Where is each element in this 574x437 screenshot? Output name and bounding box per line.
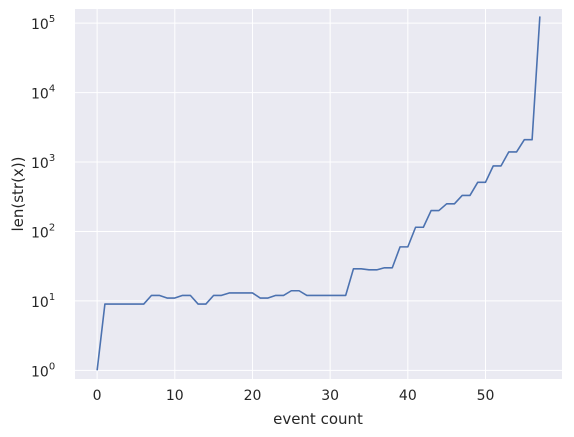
- x-tick-label: 50: [477, 388, 495, 404]
- x-tick-labels: 0 10 20 30 40 50: [93, 388, 495, 404]
- series-line-layer: [96, 16, 541, 371]
- y-tick-label: 100: [31, 361, 55, 380]
- y-tick-label: 101: [31, 292, 55, 311]
- y-tick-label: 103: [31, 153, 55, 172]
- y-tick-label: 104: [31, 84, 55, 103]
- y-tick-label: 102: [31, 222, 55, 241]
- x-tick-label: 40: [399, 388, 417, 404]
- series-line: [96, 16, 541, 371]
- y-axis-label: len(str(x)): [9, 156, 27, 231]
- y-tick-label: 105: [31, 14, 55, 33]
- x-tick-label: 0: [93, 388, 102, 404]
- x-tick-label: 10: [166, 388, 184, 404]
- x-tick-label: 20: [244, 388, 262, 404]
- plot-background: [75, 9, 562, 379]
- x-tick-label: 30: [321, 388, 339, 404]
- y-tick-labels: 100 101 102 103 104 105: [31, 14, 55, 380]
- x-axis-label: event count: [273, 410, 363, 428]
- grid-lines: [75, 9, 562, 379]
